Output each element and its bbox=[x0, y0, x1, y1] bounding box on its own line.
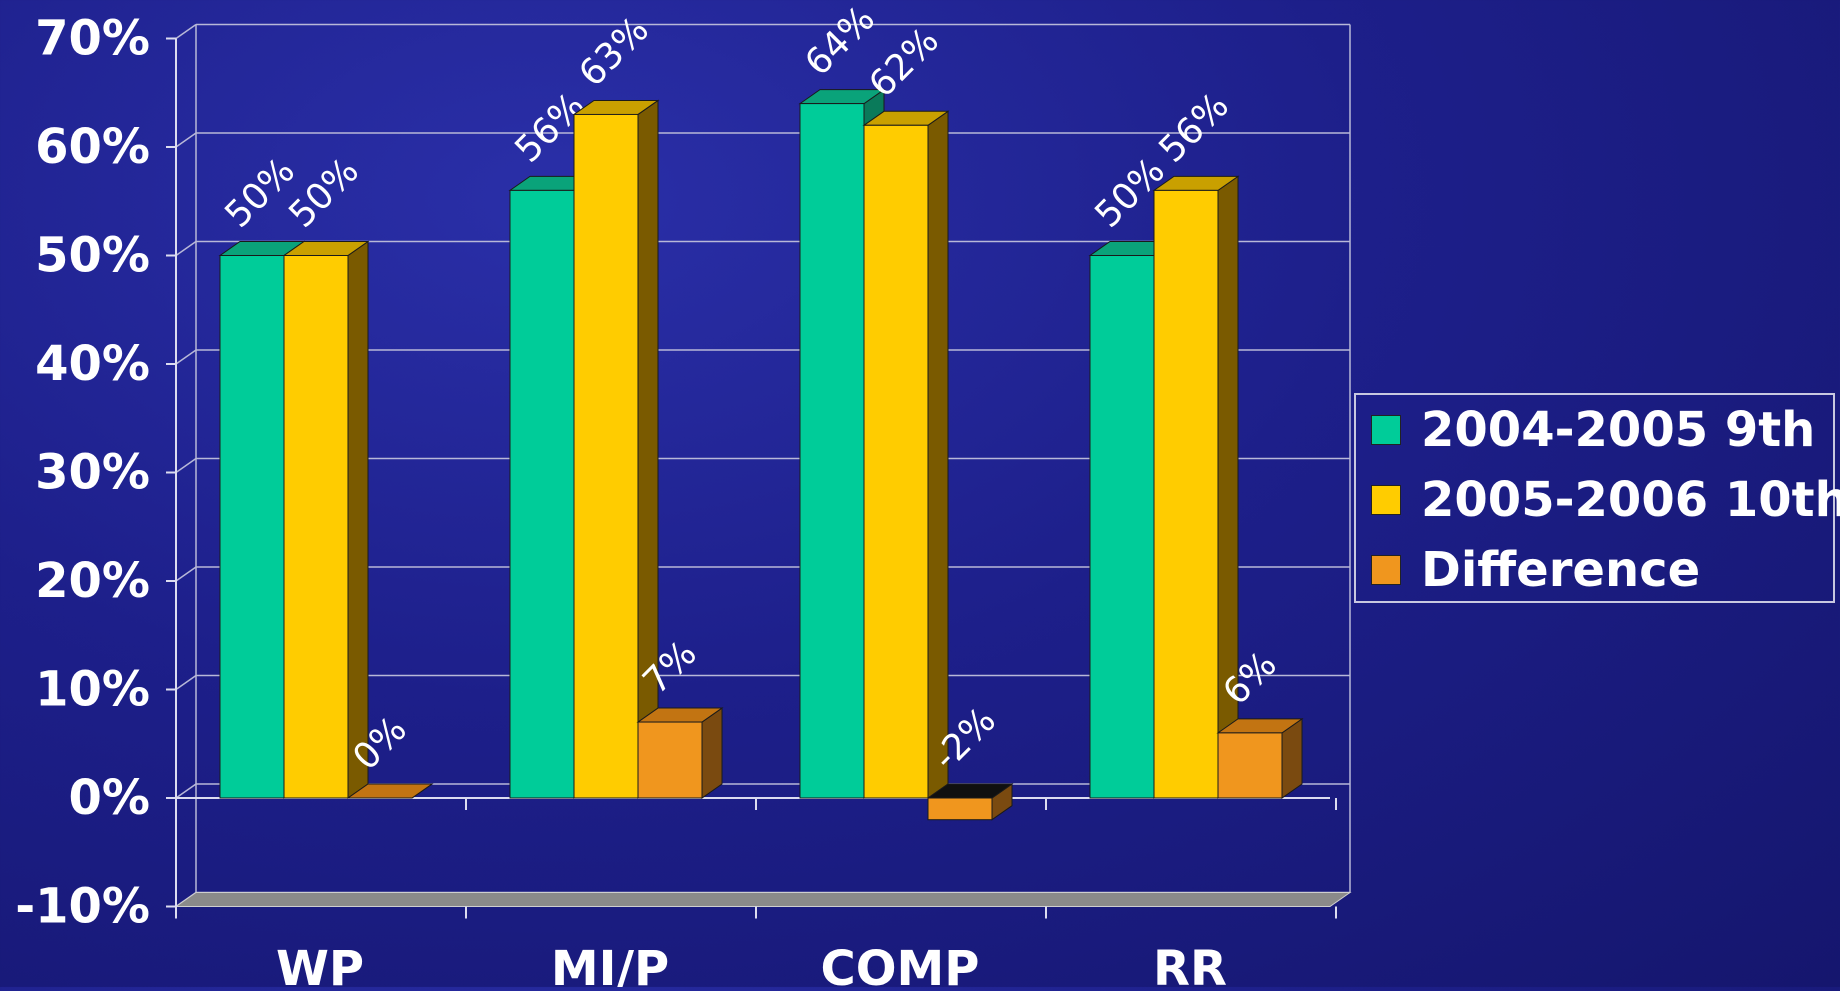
bar bbox=[573, 113, 639, 799]
bar bbox=[1153, 189, 1219, 799]
data-label: 63% bbox=[571, 9, 657, 95]
y-tick-label: 0% bbox=[69, 770, 151, 826]
legend-item-series-1: 2004-2005 9th bbox=[1371, 400, 1815, 460]
gridline-side bbox=[175, 566, 197, 582]
y-tick-label: -10% bbox=[15, 879, 150, 935]
legend-item-series-2: 2005-2006 10th bbox=[1371, 470, 1840, 530]
data-label: 50% bbox=[281, 150, 367, 236]
y-tick-label: 20% bbox=[35, 553, 150, 609]
gridline-side bbox=[175, 783, 197, 799]
data-label: 56% bbox=[1151, 85, 1237, 171]
bar bbox=[509, 189, 575, 799]
bar-top bbox=[346, 783, 434, 799]
bar bbox=[219, 255, 285, 799]
category-label: MI/P bbox=[551, 941, 669, 987]
gridline-side bbox=[175, 674, 197, 691]
bar bbox=[637, 721, 703, 799]
legend-label-series-2: 2005-2006 10th bbox=[1421, 472, 1840, 528]
y-tick-label: 60% bbox=[35, 119, 150, 175]
bar bbox=[1217, 732, 1283, 799]
y-tick-label: 30% bbox=[35, 445, 150, 501]
category-label: WP bbox=[276, 941, 364, 987]
data-label: 50% bbox=[217, 150, 303, 236]
legend-label-series-1: 2004-2005 9th bbox=[1421, 402, 1816, 458]
y-tick-label: 40% bbox=[35, 336, 150, 392]
chart-floor bbox=[174, 892, 1352, 907]
category-label: COMP bbox=[821, 941, 980, 987]
legend-swatch-series-3 bbox=[1371, 555, 1401, 585]
gridline-side bbox=[175, 240, 197, 257]
legend-label-series-3: Difference bbox=[1421, 542, 1701, 598]
legend-swatch-series-2 bbox=[1371, 485, 1401, 515]
y-tick-label: 10% bbox=[35, 662, 150, 718]
bar-side bbox=[927, 110, 949, 799]
bar bbox=[799, 103, 865, 799]
legend: 2004-2005 9th 2005-2006 10th Difference bbox=[1354, 393, 1840, 603]
gridline-side bbox=[175, 457, 197, 474]
bar bbox=[283, 255, 349, 799]
bar-side bbox=[347, 240, 369, 799]
bar-side bbox=[701, 707, 723, 799]
gridline-side bbox=[175, 23, 197, 40]
bar bbox=[863, 124, 929, 799]
y-tick-label: 50% bbox=[35, 228, 150, 284]
bar bbox=[927, 797, 993, 821]
bar bbox=[1089, 255, 1155, 799]
y-tick-label: 70% bbox=[35, 11, 150, 67]
gridline-side bbox=[175, 132, 197, 148]
legend-item-series-3: Difference bbox=[1371, 540, 1700, 600]
category-label: RR bbox=[1153, 941, 1227, 987]
legend-swatch-series-1 bbox=[1371, 415, 1401, 445]
gridline-side bbox=[175, 349, 197, 365]
